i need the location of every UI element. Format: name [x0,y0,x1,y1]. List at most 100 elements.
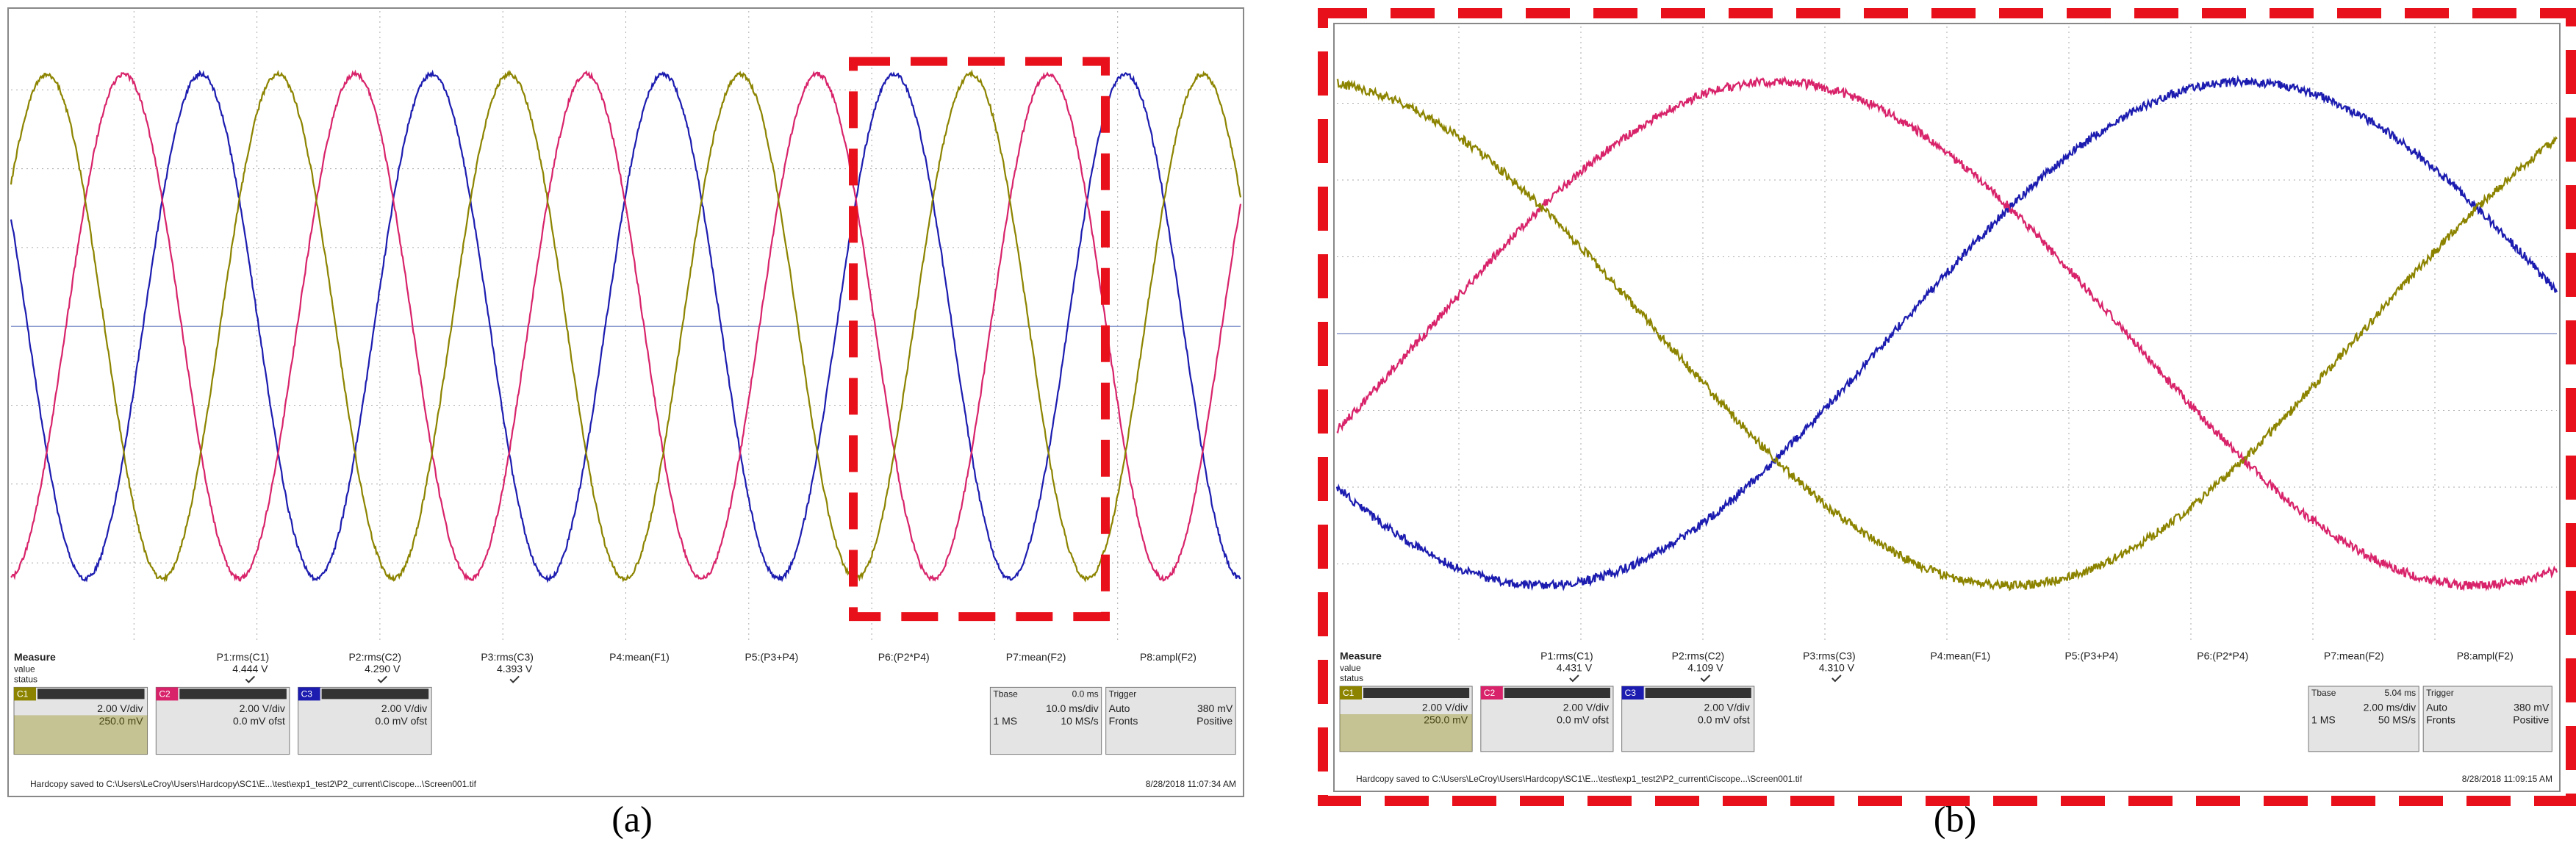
param-name: P2:rms(C2) [348,651,401,663]
timebase-rate: 10 MS/s [1061,715,1098,727]
trigger-title: Trigger [2426,688,2454,698]
waveform [10,69,1241,583]
channel-scale: 2.00 V/div [240,702,285,714]
timebase-title: Tbase [2311,688,2336,698]
timebase-delay: 5.04 ms [2384,688,2416,698]
trigger-level: 380 mV [2514,702,2550,713]
channel-tag-label: C1 [17,689,29,699]
param-name: P1:rms(C1) [217,651,270,663]
panel-caption: (a) [611,798,653,839]
waveform [10,69,1242,582]
channel-tag-label: C1 [1343,688,1355,698]
param-name: P8:ampl(F2) [2457,650,2514,662]
trigger-level: 380 mV [1197,702,1233,714]
zoom-frame [1318,8,2576,806]
zoom-box [849,57,1110,622]
check-mark [377,675,387,683]
check-mark [245,675,256,683]
param-value: 4.310 V [1819,662,1855,674]
trigger-mode: Auto [2426,702,2447,713]
waveform [10,69,1242,583]
channel-tag [1480,686,1503,699]
check-mark [1569,675,1579,683]
param-name: P7:mean(F2) [2324,650,2384,662]
channel-offset: 250.0 mV [1424,714,1468,726]
param-value: 4.431 V [1557,662,1593,674]
channel-highlight [1340,714,1473,752]
channel-offset: 250.0 mV [99,715,144,727]
param-name: P6:(P2*P4) [878,651,930,663]
measure-row: status [1340,673,1363,683]
param-value: 4.444 V [232,663,268,675]
param-name: P4:mean(F1) [1930,650,1990,662]
trigger-box [1105,686,1236,755]
status-text: Hardcopy saved to C:\Users\LeCroy\Users\… [30,779,477,789]
trigger-edge: Fronts [2426,714,2455,726]
trigger-slope: Positive [1196,715,1233,727]
channel-tag [156,687,179,701]
channel-tag-label: C2 [1484,688,1496,698]
channel-highlight [14,715,148,755]
channel-offset: 0.0 mV ofst [1698,714,1750,726]
channel-tag [1621,686,1644,699]
measure-title: Measure [1340,650,1382,662]
channel-offset: 0.0 mV ofst [1557,714,1609,726]
trigger-title: Trigger [1109,689,1137,699]
channel-bar [1363,688,1470,698]
channel-scale: 2.00 V/div [1563,702,1609,713]
channel-offset: 0.0 mV ofst [233,715,285,727]
param-name: P4:mean(F1) [609,651,670,663]
check-mark [509,675,520,683]
param-name: P3:rms(C3) [481,651,534,663]
param-name: P5:(P3+P4) [745,651,798,663]
timebase-samples: 1 MS [2311,714,2336,726]
param-value: 4.109 V [1687,662,1723,674]
timebase-title: Tbase [993,689,1018,699]
param-value: 4.393 V [497,663,533,675]
trigger-edge: Fronts [1109,715,1138,727]
measure-row: value [1340,663,1361,673]
param-name: P8:ampl(F2) [1140,651,1196,663]
timebase-samples: 1 MS [993,715,1017,727]
channel-bar [321,688,429,699]
check-mark [1831,675,1842,683]
timebase-div: 10.0 ms/div [1046,702,1099,714]
param-name: P1:rms(C1) [1540,650,1593,662]
status-date: 8/28/2018 11:07:34 AM [1146,779,1236,789]
channel-bar [1504,688,1610,698]
measure-row: status [14,675,37,685]
param-name: P2:rms(C2) [1672,650,1725,662]
timebase-delay: 0.0 ms [1072,689,1099,699]
status-text: Hardcopy saved to C:\Users\LeCroy\Users\… [1356,774,1803,784]
channel-offset: 0.0 mV ofst [375,715,427,727]
status-date: 8/28/2018 11:09:15 AM [2462,774,2552,784]
channel-scale: 2.00 V/div [381,702,427,714]
check-mark [1700,675,1711,683]
channel-bar [37,688,145,699]
channel-tag-label: C3 [1625,688,1637,698]
channel-scale: 2.00 V/div [97,702,143,714]
channel-tag [1340,686,1362,699]
param-name: P7:mean(F2) [1006,651,1066,663]
timebase-rate: 50 MS/s [2378,714,2416,726]
timebase-div: 2.00 ms/div [2364,702,2417,713]
waveform [1336,79,2558,591]
trigger-slope: Positive [2513,714,2549,726]
trigger-mode: Auto [1109,702,1130,714]
timebase-box [2308,686,2419,752]
param-name: P3:rms(C3) [1803,650,1856,662]
channel-tag [14,687,36,701]
channel-tag-label: C2 [159,689,171,699]
waveform [1335,74,2558,591]
channel-tag [298,687,320,701]
channel-bar [1645,688,1751,698]
param-name: P5:(P3+P4) [2064,650,2118,662]
trigger-box [2422,686,2552,752]
measure-title: Measure [14,651,56,663]
channel-scale: 2.00 V/div [1422,702,1468,713]
channel-tag-label: C3 [301,689,313,699]
param-value: 4.290 V [365,663,401,675]
param-name: P6:(P2*P4) [2197,650,2248,662]
